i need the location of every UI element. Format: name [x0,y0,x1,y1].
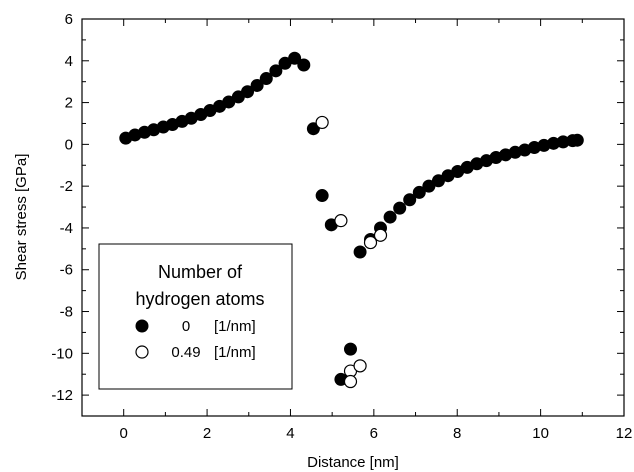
data-point-series-0 [250,78,264,92]
y-tick-label: 0 [65,136,73,153]
data-point-series-1 [363,235,378,250]
data-point-series-0 [570,133,584,147]
data-point-series-1 [353,359,367,373]
data-point-series-1 [334,214,348,228]
x-tick-label: 10 [532,425,549,442]
data-point-series-0 [297,58,311,72]
tick-labels: 0 2 4 6 8 10 12 -12 -10 -8 -6 -4 -2 0 2 4 6 [51,11,632,442]
data-point-series-1 [315,115,329,130]
legend-series-1-unit: [1/nm] [214,344,256,361]
y-tick-label: 6 [65,11,73,28]
y-tick-label: -2 [60,178,73,195]
data-point-series-0 [393,201,407,215]
data-point-series-0 [269,64,283,78]
x-tick-label: 2 [203,425,211,442]
data-point-series-0 [403,193,417,207]
y-tick-label: -6 [60,262,73,279]
data-point-series-1 [373,228,388,242]
x-axis-label: Distance [nm] [307,454,399,471]
data-point-series-0 [383,210,397,224]
data-point-series-0 [422,179,436,193]
data-point-series-0 [343,342,357,356]
y-tick-label: 2 [65,95,73,112]
data-point-series-1 [343,374,358,389]
plot-frame [81,18,625,417]
legend-series-0-name: 0 [182,318,190,335]
y-tick-label: 4 [65,53,73,70]
data-points [119,51,584,389]
data-point-series-0 [288,51,302,65]
y-axis-label: Shear stress [GPa] [13,154,30,281]
y-tick-label: -12 [51,387,73,404]
legend-title-line2: hydrogen atoms [135,289,264,309]
data-point-series-0 [353,245,367,259]
data-point-series-0 [259,72,273,86]
legend-box [98,243,293,390]
x-tick-label: 6 [370,425,378,442]
axis-ticks [81,18,625,417]
data-point-series-0 [315,189,329,203]
data-point-series-0 [306,122,320,136]
data-point-series-0 [241,85,255,99]
legend: Number of hydrogen atoms 0 [1/nm] 0.49 [… [98,243,293,390]
y-tick-label: -8 [60,304,73,321]
legend-series-0-unit: [1/nm] [214,318,256,335]
legend-marker-open [135,345,149,359]
legend-marker-filled [135,319,149,333]
x-tick-label: 12 [616,425,633,442]
x-tick-label: 8 [453,425,461,442]
legend-title-line1: Number of [158,262,243,282]
y-tick-label: -4 [60,220,73,237]
y-tick-label: -10 [51,345,73,362]
x-tick-label: 4 [286,425,294,442]
x-tick-label: 0 [120,425,128,442]
data-point-series-0 [412,185,426,199]
legend-series-1-name: 0.49 [171,344,200,361]
